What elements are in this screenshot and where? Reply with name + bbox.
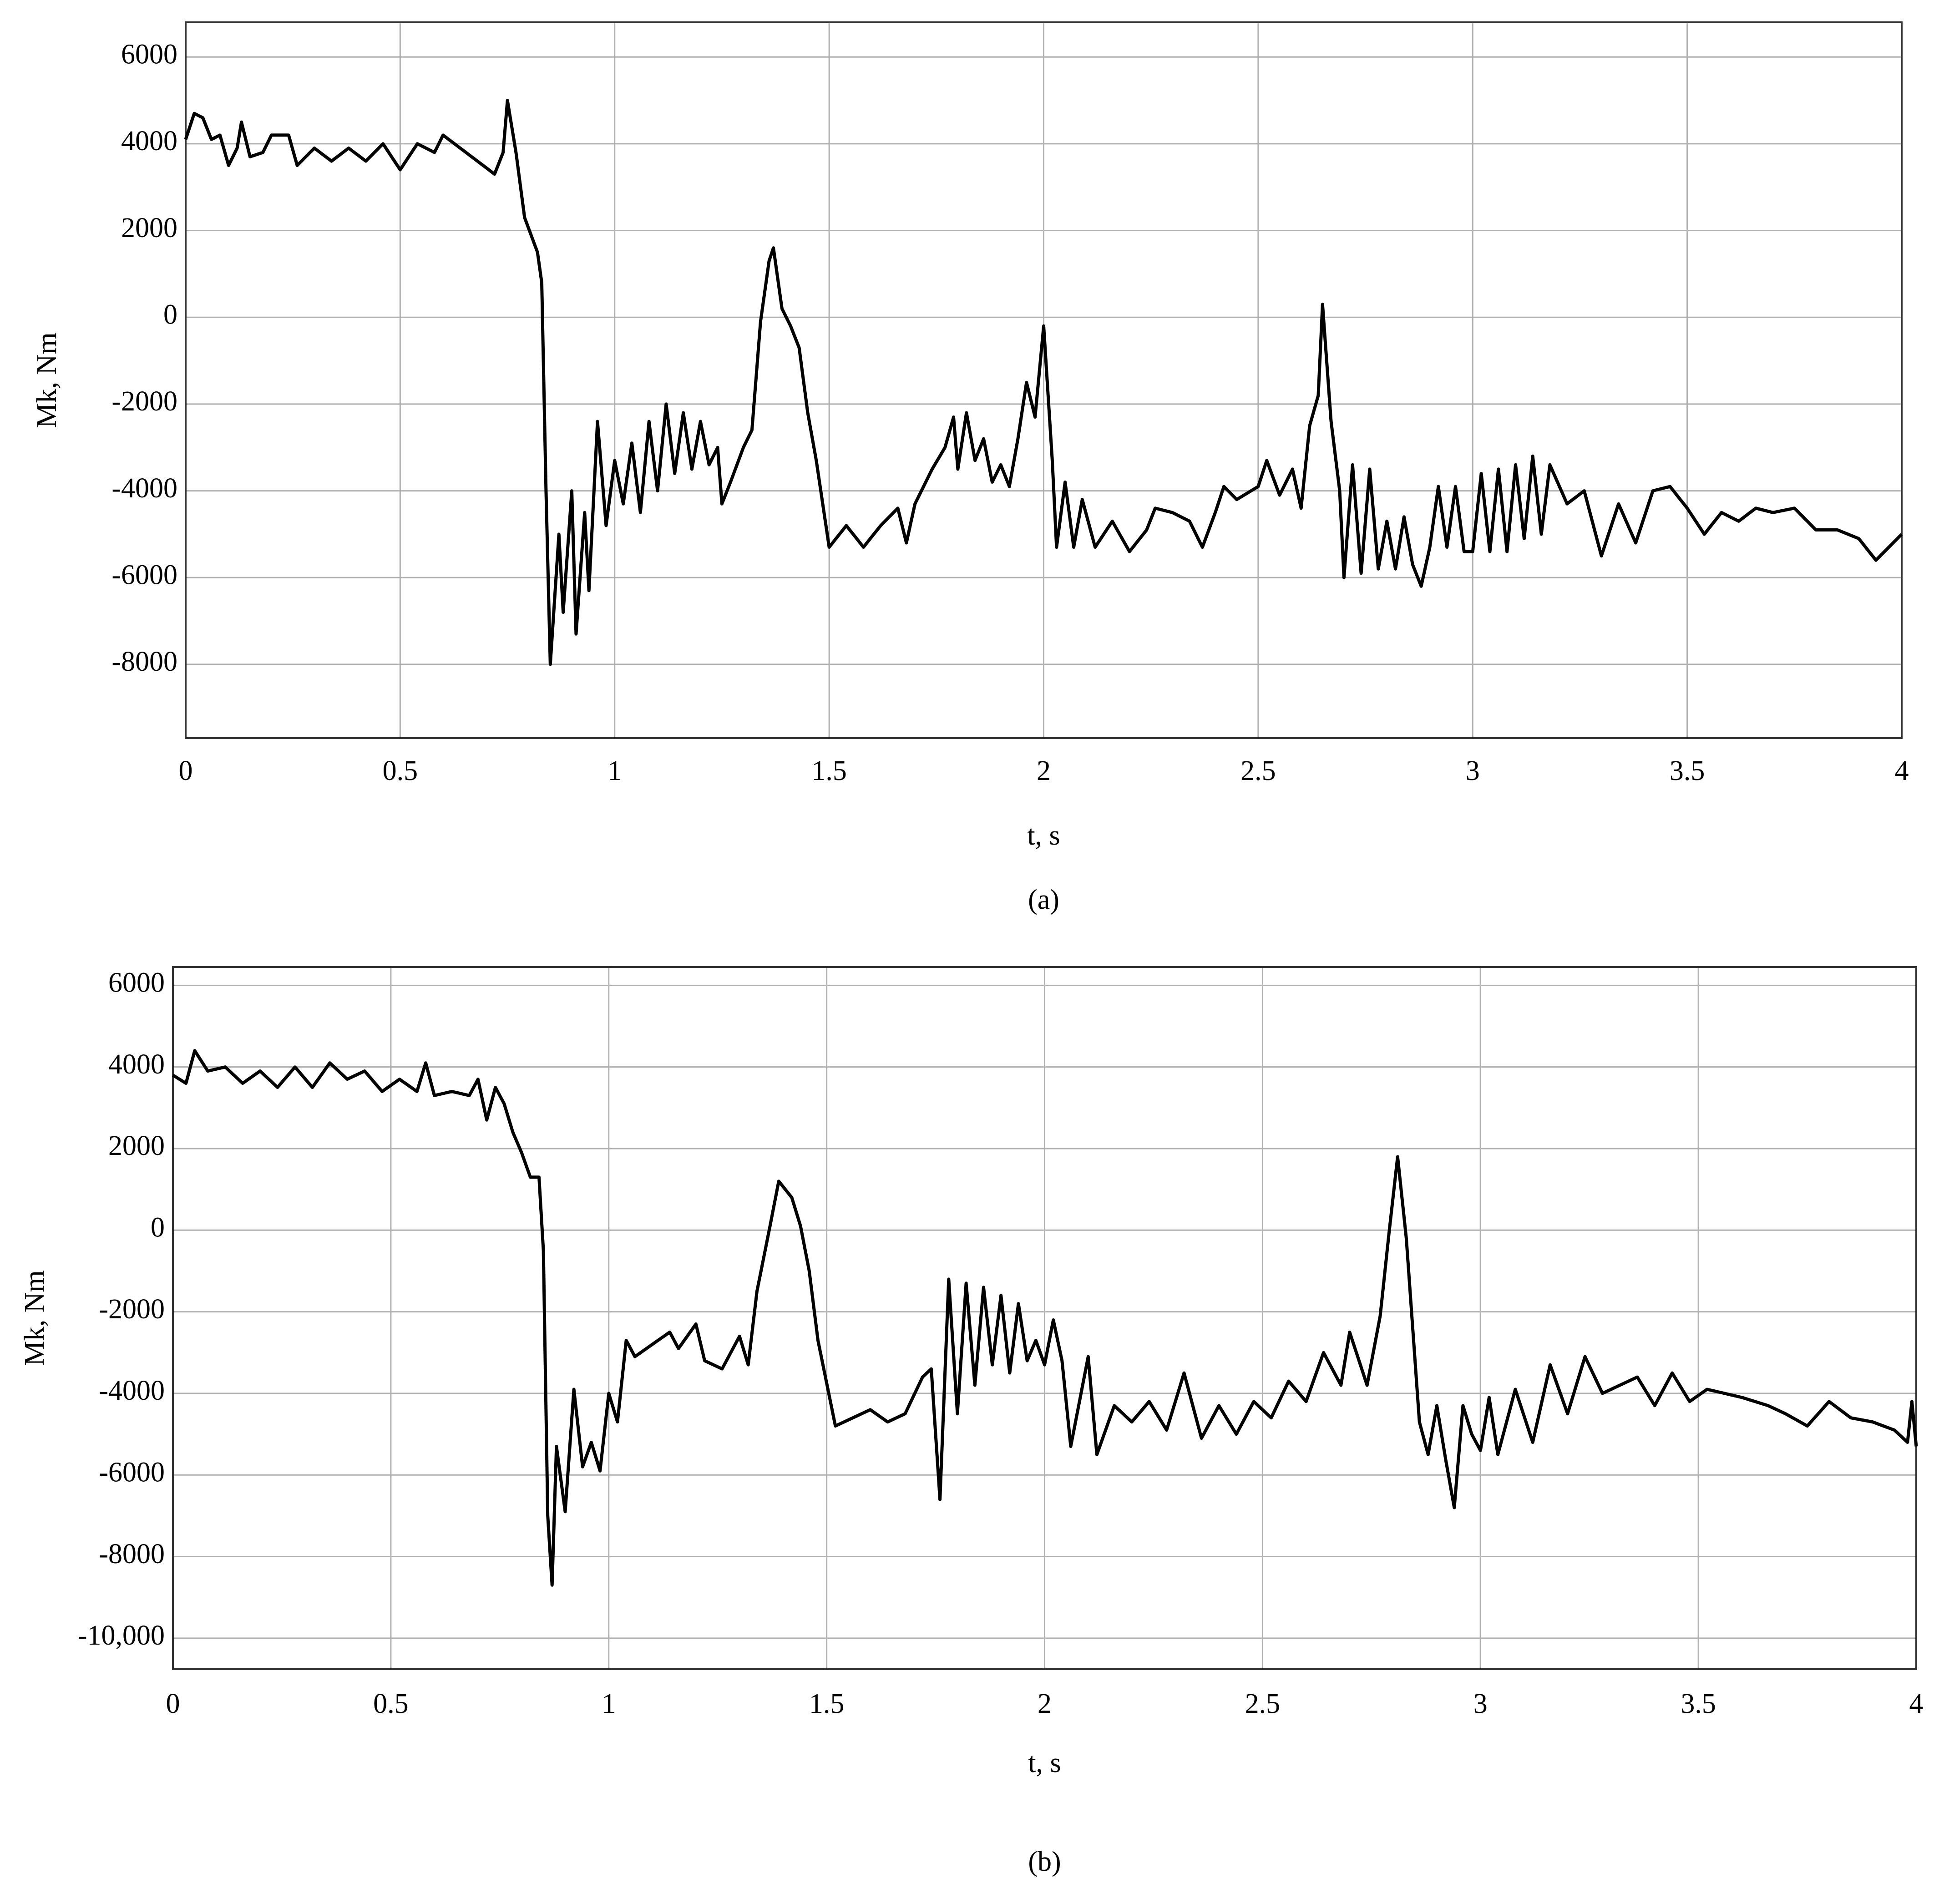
x-tick-label: 0.5 — [373, 1688, 409, 1719]
x-tick-label: 3.5 — [1681, 1688, 1716, 1719]
x-tick-label: 4 — [1895, 755, 1909, 786]
plot-frame — [185, 21, 1903, 739]
y-tick-label: -4000 — [99, 1375, 165, 1406]
x-tick-label: 2 — [1037, 755, 1051, 786]
caption: (b) — [1028, 1846, 1061, 1877]
y-tick-label: -6000 — [99, 1457, 165, 1488]
caption: (a) — [1028, 884, 1059, 915]
y-tick-label: 4000 — [121, 126, 177, 157]
x-tick-label: 2.5 — [1245, 1688, 1281, 1719]
x-tick-label: 1 — [608, 755, 622, 786]
y-tick-label: -10,000 — [78, 1620, 165, 1651]
x-tick-label: 1.5 — [811, 755, 847, 786]
y-tick-label: -6000 — [111, 560, 177, 591]
y-axis-label: Mk, Nm — [19, 1270, 50, 1366]
y-tick-label: 4000 — [108, 1049, 165, 1080]
y-axis-label: Mk, Nm — [31, 332, 62, 428]
x-tick-label: 1 — [602, 1688, 616, 1719]
x-axis-label: t, s — [1027, 820, 1060, 851]
x-tick-label: 3 — [1466, 755, 1480, 786]
y-tick-label: -2000 — [111, 386, 177, 417]
data-line — [184, 99, 1903, 666]
x-tick-label: 0 — [166, 1688, 180, 1719]
x-tick-label: 2.5 — [1240, 755, 1276, 786]
y-tick-label: 6000 — [108, 967, 165, 998]
x-axis-label: t, s — [1028, 1747, 1061, 1778]
data-line — [172, 1049, 1918, 1587]
x-tick-label: 0.5 — [383, 755, 418, 786]
y-tick-label: 6000 — [121, 39, 177, 70]
x-tick-label: 2 — [1038, 1688, 1052, 1719]
x-tick-label: 3 — [1473, 1688, 1488, 1719]
y-tick-label: -2000 — [99, 1294, 165, 1325]
y-tick-label: 0 — [163, 299, 177, 330]
y-tick-label: 2000 — [108, 1130, 165, 1161]
y-tick-label: -8000 — [99, 1539, 165, 1570]
y-tick-label: -4000 — [111, 473, 177, 504]
x-tick-label: 4 — [1909, 1688, 1924, 1719]
y-tick-label: 0 — [151, 1212, 165, 1243]
plot-frame — [172, 966, 1917, 1670]
y-tick-label: 2000 — [121, 213, 177, 243]
y-tick-label: -8000 — [111, 646, 177, 677]
x-tick-label: 1.5 — [809, 1688, 845, 1719]
x-tick-label: 0 — [179, 755, 193, 786]
x-tick-label: 3.5 — [1670, 755, 1705, 786]
